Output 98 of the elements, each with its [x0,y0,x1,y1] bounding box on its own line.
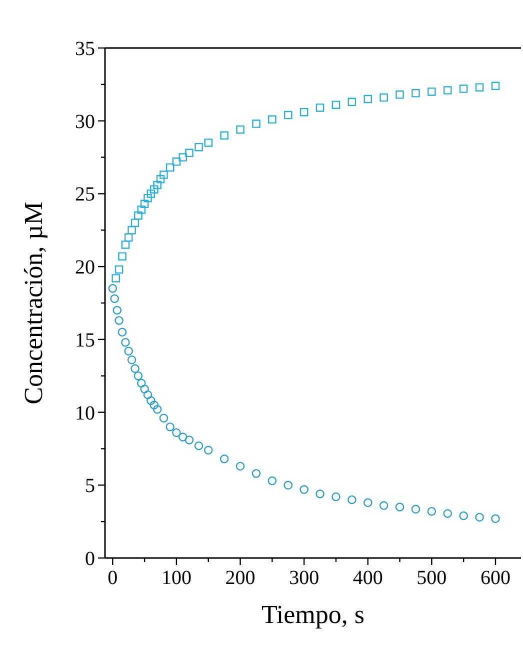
x-axis-title: Tiempo, s [261,600,365,629]
point [185,148,194,158]
point [112,274,120,282]
point [114,316,124,325]
point [178,432,188,442]
point [395,502,404,512]
point [236,125,244,134]
point [108,284,118,293]
point [491,82,500,90]
point [284,110,292,120]
point [363,498,372,508]
x-tick-label: 600 [480,567,510,589]
point [124,233,133,242]
x-tick-label: 400 [352,567,383,589]
point [150,400,159,410]
point [443,509,452,518]
point [316,104,324,112]
point [128,226,136,234]
point [140,384,149,394]
point [443,86,452,94]
point [379,501,388,510]
y-tick-label: 15 [75,329,95,352]
point [332,492,340,502]
x-tick-label: 0 [108,567,118,589]
point [428,88,436,96]
point [127,355,136,364]
y-tick-label: 25 [75,184,95,206]
x-tick-label: 200 [225,567,256,589]
point [178,153,187,162]
point [204,446,213,455]
point [110,294,119,304]
point [475,83,484,92]
point [150,185,158,194]
point [130,218,140,227]
point [121,240,130,249]
point [194,441,204,450]
point [172,158,181,166]
point [300,108,308,116]
point [112,306,122,315]
point [348,98,356,106]
point [194,142,203,152]
point [459,511,468,520]
y-axis-title: Concentración, µM [19,202,48,404]
point [475,512,484,522]
point [114,265,124,274]
y-tick-label: 10 [75,402,95,424]
point [348,495,356,504]
point [252,120,260,128]
x-tick-label: 300 [289,567,320,589]
y-tick-label: 35 [75,38,95,60]
point [124,346,133,356]
point [459,84,468,93]
point [184,436,194,444]
point [236,462,245,471]
point [144,194,152,202]
point [121,338,130,347]
y-tick-label: 30 [75,110,95,133]
point [134,371,143,380]
point [316,490,324,498]
point [172,428,181,438]
point [166,163,174,172]
point [118,328,127,337]
point [166,422,174,432]
point [153,180,162,190]
point [412,89,420,98]
point [146,190,156,198]
point [268,115,276,124]
point [427,506,436,516]
point [140,200,149,208]
point [396,90,404,99]
point [156,175,165,184]
point [134,211,142,220]
point [159,414,168,422]
x-tick-label: 500 [416,567,447,589]
x-tick-label: 100 [161,567,192,589]
point [137,206,146,214]
point [118,252,126,261]
point [220,454,229,464]
point [491,514,500,524]
point [284,480,292,490]
point [136,378,146,388]
point [380,93,388,102]
point [143,390,152,400]
point [130,364,140,373]
point [252,469,261,478]
point [332,100,340,109]
point [300,485,308,494]
point [204,138,212,147]
point [411,504,420,514]
y-tick-label: 5 [85,475,95,498]
y-tick-label: 0 [85,548,95,570]
point [268,476,277,486]
point [220,131,228,140]
y-tick-label: 20 [75,256,95,279]
point [152,404,162,414]
point [146,396,156,406]
point [364,94,372,104]
point [160,170,168,179]
